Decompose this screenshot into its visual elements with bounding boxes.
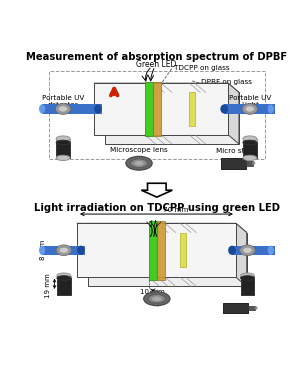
Bar [232,246,274,255]
Ellipse shape [243,155,257,161]
Ellipse shape [57,273,71,278]
Ellipse shape [56,245,72,256]
Text: 19 mm: 19 mm [45,273,51,298]
Ellipse shape [268,246,274,255]
Ellipse shape [56,155,70,161]
Bar [56,142,70,158]
Text: 18 mm: 18 mm [160,231,185,247]
Bar [224,104,274,114]
Ellipse shape [240,245,255,256]
Ellipse shape [56,140,70,145]
Ellipse shape [243,140,257,145]
Bar [57,278,71,295]
Text: Portable UV
Light: Portable UV Light [229,95,271,109]
Polygon shape [94,83,239,92]
Ellipse shape [268,104,274,114]
Ellipse shape [243,247,252,253]
Polygon shape [228,83,239,144]
Bar [157,221,165,280]
Polygon shape [94,83,228,135]
Text: 8 mm: 8 mm [40,240,46,260]
Bar [241,276,255,295]
Bar [42,246,85,255]
Bar [246,161,253,166]
Ellipse shape [57,276,71,280]
Text: Portable UV
detector: Portable UV detector [42,95,84,109]
Circle shape [252,162,255,165]
Ellipse shape [59,247,69,253]
Ellipse shape [134,161,144,166]
Text: 19 mm: 19 mm [77,236,102,253]
Ellipse shape [220,104,228,114]
Bar [221,158,246,169]
Bar [49,71,265,159]
Bar [248,306,255,310]
Bar [149,221,157,280]
Ellipse shape [55,104,71,114]
Text: Measurement of absorption spectrum of DPBF: Measurement of absorption spectrum of DP… [26,52,287,62]
Text: 70 mm: 70 mm [163,207,188,213]
Bar [243,139,257,158]
Ellipse shape [126,156,152,170]
Ellipse shape [56,136,70,141]
Polygon shape [88,233,247,286]
Text: DPBF on glass: DPBF on glass [201,79,252,85]
Ellipse shape [152,296,162,301]
Bar [180,233,185,267]
Bar [56,139,70,158]
Bar [241,278,255,295]
Polygon shape [77,223,236,277]
Text: TDCPP on glass: TDCPP on glass [174,65,230,71]
Bar [42,104,102,114]
Text: Micro stage: Micro stage [216,148,258,154]
Bar [57,276,71,295]
Text: 10 mm: 10 mm [140,289,165,295]
Ellipse shape [148,295,165,303]
Text: Light irradiation on TDCPP using green LED: Light irradiation on TDCPP using green L… [34,203,280,213]
Circle shape [255,306,258,310]
Ellipse shape [58,106,68,112]
Bar [189,92,195,126]
Ellipse shape [39,246,45,255]
Bar [153,82,161,136]
Polygon shape [105,92,239,144]
Bar [243,142,257,158]
Text: 18 mm: 18 mm [190,247,215,253]
Bar [145,82,153,136]
Text: Microscope lens: Microscope lens [110,147,168,153]
Ellipse shape [94,104,102,114]
Polygon shape [141,183,172,197]
Ellipse shape [242,104,258,114]
Polygon shape [236,223,247,286]
Ellipse shape [241,276,255,280]
Text: Green LED: Green LED [136,60,176,69]
Ellipse shape [39,104,45,114]
Ellipse shape [228,246,236,255]
Polygon shape [77,223,247,233]
Ellipse shape [77,246,85,255]
Ellipse shape [243,136,257,141]
Bar [223,303,248,313]
Ellipse shape [130,159,147,167]
Ellipse shape [241,273,255,278]
Ellipse shape [245,106,255,112]
Ellipse shape [144,292,170,306]
